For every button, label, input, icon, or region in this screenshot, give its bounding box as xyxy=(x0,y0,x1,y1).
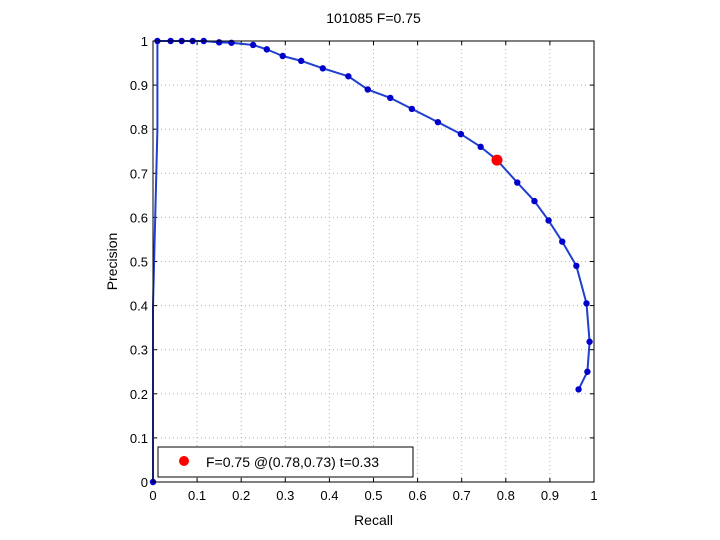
x-tick-label: 0.5 xyxy=(364,488,382,503)
x-tick-label: 0 xyxy=(149,488,156,503)
data-point xyxy=(531,197,538,205)
axes-frame xyxy=(152,40,595,483)
data-point xyxy=(364,86,371,93)
data-point xyxy=(279,52,286,60)
data-point xyxy=(575,386,582,393)
x-tick-label: 0.7 xyxy=(453,488,471,503)
y-tick-label: 1 xyxy=(141,34,148,49)
data-point xyxy=(319,65,326,72)
data-point xyxy=(434,118,442,126)
data-point xyxy=(263,46,270,53)
data-point xyxy=(559,238,566,245)
chart-title: 101085 F=0.75 xyxy=(326,10,421,26)
data-point xyxy=(573,262,580,270)
y-tick-label: 0.1 xyxy=(130,431,148,446)
legend-marker xyxy=(179,456,189,466)
y-tick-label: 0.2 xyxy=(130,387,148,402)
x-tick-label: 0.6 xyxy=(409,488,427,503)
data-point xyxy=(345,73,352,80)
y-tick-label: 0.7 xyxy=(130,166,148,181)
y-tick-label: 0.6 xyxy=(130,210,148,225)
legend-entry-label: F=0.75 @(0.78,0.73) t=0.33 xyxy=(206,454,379,470)
data-point xyxy=(249,41,257,49)
data-point xyxy=(583,300,590,307)
y-tick-label: 0 xyxy=(141,475,148,490)
data-point xyxy=(387,94,394,102)
x-tick-label: 0.3 xyxy=(276,488,294,503)
x-tick-label: 0.1 xyxy=(188,488,206,503)
legend: F=0.75 @(0.78,0.73) t=0.33 xyxy=(157,446,414,478)
x-tick-label: 0.4 xyxy=(320,488,338,503)
x-tick-label: 0.2 xyxy=(232,488,250,503)
grid xyxy=(153,41,594,482)
x-tick-label: 0.9 xyxy=(541,488,559,503)
data-point xyxy=(408,105,416,113)
data-point xyxy=(514,179,521,186)
x-axis-label: Recall xyxy=(354,512,393,528)
data-point xyxy=(215,39,223,46)
y-tick-label: 0.4 xyxy=(130,299,148,314)
y-axis-label: Precision xyxy=(104,233,120,291)
x-tick-label: 0.8 xyxy=(497,488,515,503)
data-point xyxy=(545,217,552,224)
x-tick-label: 1 xyxy=(590,488,597,503)
best-f-point xyxy=(491,154,503,166)
y-tick-label: 0.5 xyxy=(130,255,148,270)
data-point xyxy=(586,338,593,345)
data-point xyxy=(457,130,465,138)
y-tick-label: 0.9 xyxy=(130,78,148,93)
y-tick-label: 0.8 xyxy=(130,122,148,137)
ticks: 0 0.1 0.2 0.3 0.4 0.5 0.6 0.7 0.8 0.9 1 0 0.1 0.2 0.3 0… xyxy=(130,34,598,503)
data-point xyxy=(297,57,305,65)
data-point xyxy=(477,143,484,151)
data-point xyxy=(584,368,591,375)
legend-box xyxy=(157,446,414,478)
y-tick-label: 0.3 xyxy=(130,343,148,358)
